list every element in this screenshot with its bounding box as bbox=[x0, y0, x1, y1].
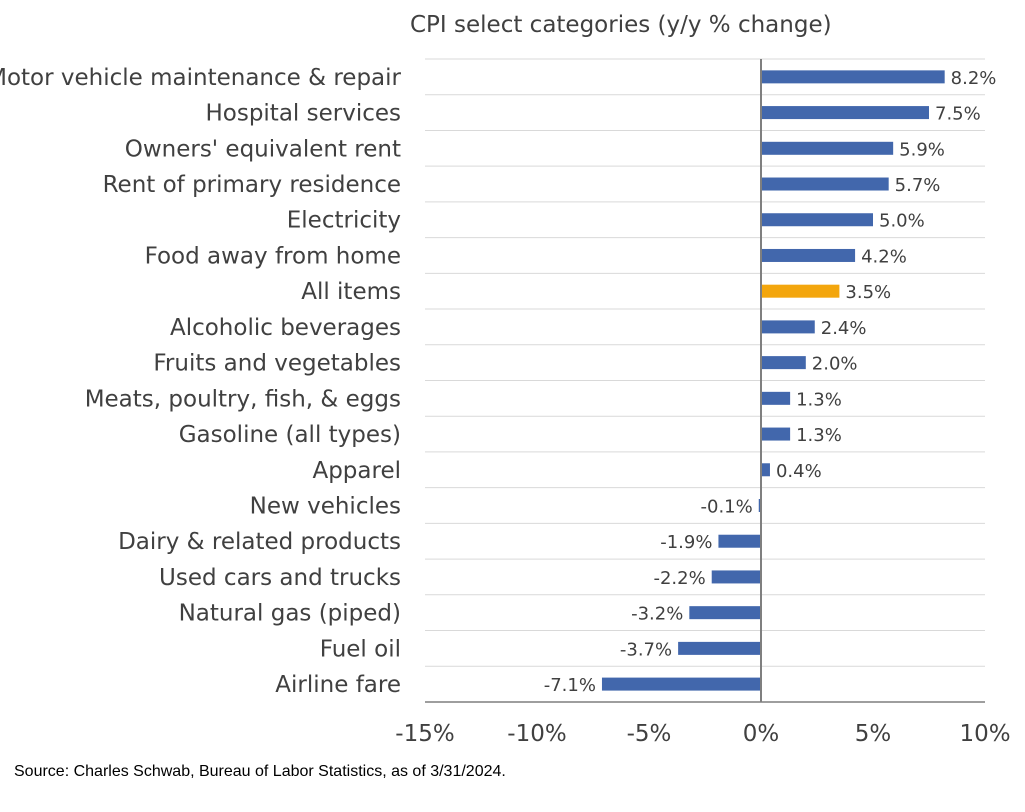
category-label: Airline fare bbox=[275, 672, 401, 698]
bar bbox=[711, 570, 761, 584]
bar bbox=[761, 356, 806, 370]
category-label: Rent of primary residence bbox=[103, 172, 401, 198]
category-label: Fuel oil bbox=[320, 636, 401, 662]
category-label: Used cars and trucks bbox=[159, 565, 401, 591]
data-label: -0.1% bbox=[701, 497, 753, 518]
data-label: 1.3% bbox=[796, 389, 842, 410]
x-tick-label: -10% bbox=[507, 721, 566, 747]
data-label: -3.7% bbox=[620, 639, 672, 660]
bar bbox=[761, 320, 815, 334]
data-label: 1.3% bbox=[796, 425, 842, 446]
bar bbox=[689, 606, 761, 620]
x-tick-labels: -15% -10% -5% 0% 5% 10% bbox=[395, 721, 1010, 747]
bar bbox=[761, 427, 791, 441]
bar bbox=[678, 641, 761, 655]
bar bbox=[761, 70, 945, 84]
bar bbox=[758, 499, 761, 512]
data-labels: 8.2% 7.5% 5.9% 5.7% 5.0% 4.2% 3.5% 2.4% 2.0% 1.3%… bbox=[544, 68, 997, 696]
category-label: Food away from home bbox=[145, 243, 401, 269]
chart-title: CPI select categories (y/y % change) bbox=[410, 12, 832, 38]
bar bbox=[761, 248, 856, 262]
data-label: 2.4% bbox=[821, 318, 867, 339]
category-label: Fruits and vegetables bbox=[153, 351, 401, 377]
bar bbox=[761, 177, 889, 191]
x-tick-label: -5% bbox=[627, 721, 672, 747]
category-label: Dairy & related products bbox=[118, 529, 401, 555]
x-tick-label: -15% bbox=[395, 721, 454, 747]
data-label: 2.0% bbox=[812, 354, 858, 375]
data-label: 3.5% bbox=[845, 282, 891, 303]
category-label: New vehicles bbox=[250, 494, 401, 520]
data-label: -2.2% bbox=[653, 568, 705, 589]
bar bbox=[718, 534, 761, 548]
data-label: 4.2% bbox=[861, 246, 907, 267]
category-label: Motor vehicle maintenance & repair bbox=[0, 65, 402, 91]
category-label: Owners' equivalent rent bbox=[125, 136, 401, 162]
category-label: Gasoline (all types) bbox=[179, 422, 401, 448]
category-label: All items bbox=[301, 279, 401, 305]
data-label: 8.2% bbox=[951, 68, 997, 89]
bar bbox=[761, 141, 894, 155]
source-note: Source: Charles Schwab, Bureau of Labor … bbox=[14, 763, 506, 780]
category-label: Hospital services bbox=[205, 101, 401, 127]
data-label: 7.5% bbox=[935, 104, 981, 125]
data-label: 0.4% bbox=[776, 461, 822, 482]
category-label: Meats, poultry, fish, & eggs bbox=[85, 386, 401, 412]
bar bbox=[761, 106, 929, 120]
x-tick-label: 5% bbox=[855, 721, 892, 747]
bar-chart: Motor vehicle maintenance & repair Hospit… bbox=[0, 58, 1011, 747]
data-label: -1.9% bbox=[660, 532, 712, 553]
data-label: 5.0% bbox=[879, 211, 925, 232]
category-label: Electricity bbox=[287, 208, 401, 234]
gridlines bbox=[425, 58, 985, 667]
x-tick-label: 0% bbox=[743, 721, 780, 747]
bar bbox=[761, 284, 840, 298]
bar bbox=[761, 213, 873, 227]
category-label: Natural gas (piped) bbox=[179, 601, 401, 627]
category-label: Alcoholic beverages bbox=[170, 315, 401, 341]
axes bbox=[425, 59, 985, 703]
bar bbox=[761, 463, 770, 477]
x-tick-label: 10% bbox=[959, 721, 1010, 747]
bars bbox=[601, 70, 945, 691]
bar bbox=[761, 391, 791, 405]
category-labels: Motor vehicle maintenance & repair Hospit… bbox=[0, 65, 402, 698]
category-label: Apparel bbox=[312, 458, 401, 484]
bar bbox=[601, 677, 761, 691]
data-label: 5.7% bbox=[895, 175, 941, 196]
data-label: -7.1% bbox=[544, 675, 596, 696]
data-label: 5.9% bbox=[899, 139, 945, 160]
data-label: -3.2% bbox=[631, 604, 683, 625]
